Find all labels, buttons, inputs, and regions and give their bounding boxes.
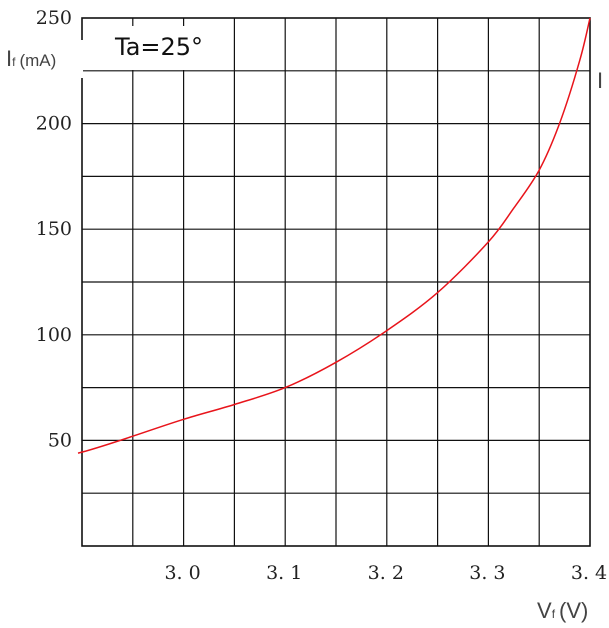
y-axis-label: If (mA)	[6, 46, 56, 71]
temperature-annotation: Ta=25°	[114, 33, 203, 61]
plot-frame	[81, 17, 591, 547]
plot-border	[81, 17, 591, 547]
y-axis-label-symbol: I	[6, 46, 12, 71]
x-tick-label: 3. 3	[469, 562, 505, 584]
x-tick-label: 3. 4	[571, 562, 607, 584]
y-tick-label: 50	[48, 429, 72, 451]
y-tick-label: 200	[36, 113, 72, 135]
series-layer	[77, 17, 591, 454]
y-axis-label-unit: (mA)	[19, 51, 56, 70]
y-label-background	[0, 40, 83, 78]
series-line	[77, 17, 591, 454]
y-tick-labels: 50 100 150 200 250	[36, 7, 72, 451]
y-tick-label: 150	[36, 218, 72, 240]
x-axis-label-symbol: V	[537, 598, 552, 623]
y-tick-label: 100	[36, 324, 72, 346]
grid	[82, 18, 590, 546]
y-tick-label: 250	[36, 7, 72, 29]
x-axis-label-unit: (V)	[559, 598, 588, 623]
annotation-box	[103, 26, 232, 70]
x-axis-label: Vf (V)	[537, 598, 588, 623]
x-tick-label: 3. 2	[368, 562, 404, 584]
x-axis-label-subscript: f	[552, 607, 556, 621]
x-tick-labels: 3. 0 3. 1 3. 2 3. 3 3. 4	[164, 562, 607, 584]
x-tick-label: 3. 1	[266, 562, 302, 584]
x-tick-label: 3. 0	[164, 562, 200, 584]
y-axis-label-subscript: f	[12, 55, 16, 69]
clipped-curve-label: I	[597, 68, 603, 93]
